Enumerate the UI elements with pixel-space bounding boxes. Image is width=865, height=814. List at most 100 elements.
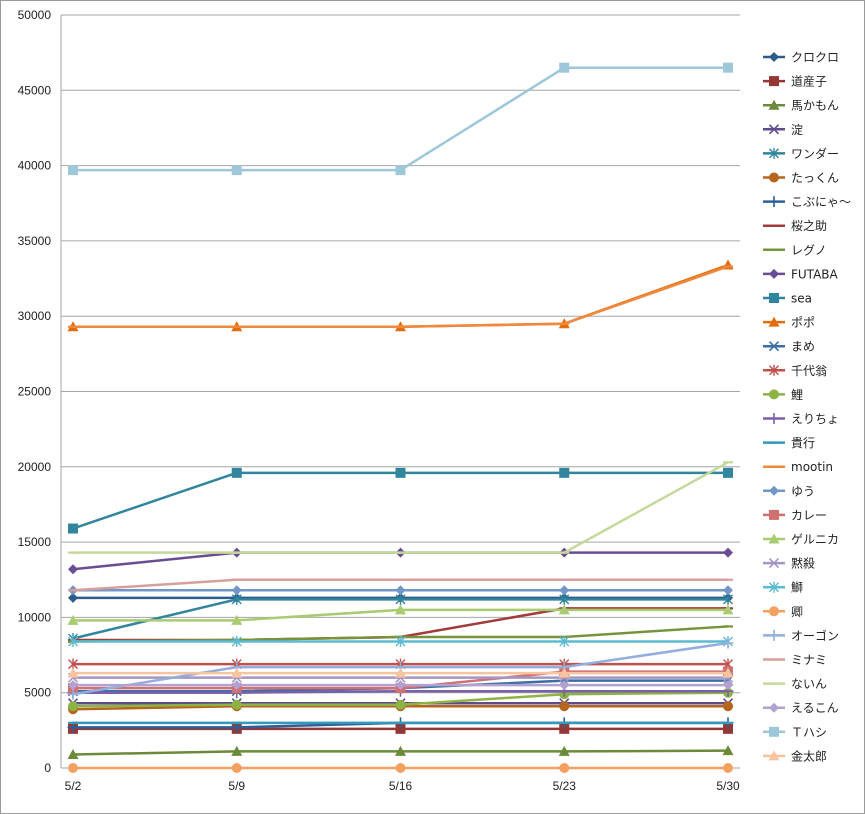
data-point <box>395 635 406 647</box>
legend-label: 鯉 <box>791 388 803 402</box>
data-point <box>723 585 733 596</box>
y-tick-label: 30000 <box>18 309 52 323</box>
data-point <box>558 604 570 615</box>
data-point <box>231 763 242 773</box>
data-point <box>722 604 734 615</box>
y-tick-label: 35000 <box>18 234 52 248</box>
y-tick-label: 0 <box>44 761 51 775</box>
legend-label: オーゴン <box>791 628 839 643</box>
legend-label: えるこん <box>791 701 839 715</box>
legend-label: レグノ <box>791 243 827 257</box>
series-30 <box>67 667 734 678</box>
legend-label: たっくん <box>791 171 839 185</box>
legend-marker <box>769 293 779 303</box>
legend-item: ゲルニカ <box>763 533 839 547</box>
legend-label: まめ <box>791 340 815 354</box>
legend-item: こぶにゃ〜 <box>763 195 851 209</box>
y-tick-label: 15000 <box>18 535 52 549</box>
data-point <box>395 699 406 710</box>
x-tick-label: 5/23 <box>553 779 577 793</box>
series-29 <box>68 62 733 176</box>
legend-item: まめ <box>763 340 815 354</box>
data-point <box>558 745 570 756</box>
data-point <box>723 701 733 712</box>
legend-label: 金太郎 <box>791 748 827 763</box>
legend-item: 金太郎 <box>763 748 827 763</box>
legend-label: ないん <box>791 677 827 691</box>
legend-label: えりちょ <box>791 412 839 426</box>
y-tick-label: 20000 <box>18 460 52 474</box>
data-point <box>559 723 570 734</box>
data-point <box>723 680 733 691</box>
data-point <box>559 467 570 478</box>
series-27 <box>68 461 733 554</box>
legend-item: ワンダー <box>763 146 839 161</box>
data-point <box>722 745 734 756</box>
legend-item: 卿 <box>763 605 803 619</box>
data-point <box>395 467 406 478</box>
series-line <box>73 265 729 328</box>
data-point <box>68 701 78 712</box>
legend-item: mootin <box>763 460 833 474</box>
legend-item: 桜之助 <box>763 219 827 233</box>
legend-item: ミナミ <box>763 653 827 667</box>
data-point <box>231 699 242 710</box>
legend-marker <box>769 364 779 376</box>
data-point <box>559 701 570 712</box>
legend-marker <box>768 341 780 352</box>
legend-marker <box>769 509 779 520</box>
legend-label: 卿 <box>791 605 803 619</box>
legend-marker <box>769 172 779 183</box>
series-3 <box>67 745 734 759</box>
legend-item: 道産子 <box>763 74 827 89</box>
legend-marker <box>769 76 779 87</box>
legend-marker <box>768 413 780 424</box>
legend-item: FUTABA <box>763 267 839 281</box>
data-point <box>67 748 79 759</box>
data-point <box>231 585 242 596</box>
legend-marker <box>768 99 780 110</box>
x-tick-label: 5/2 <box>65 779 82 793</box>
legend-marker <box>769 726 779 737</box>
data-point <box>559 62 570 73</box>
legend-marker <box>768 558 780 569</box>
y-tick-label: 25000 <box>18 385 52 399</box>
legend-label: ゆう <box>791 484 815 498</box>
data-point <box>395 585 406 596</box>
data-point <box>395 763 406 773</box>
data-point <box>231 635 242 647</box>
data-point <box>67 614 79 625</box>
legend-item: ないん <box>763 677 827 691</box>
data-point <box>231 593 242 605</box>
legend-item: 鯉 <box>763 388 803 402</box>
legend-marker <box>769 147 779 159</box>
data-point <box>559 635 570 647</box>
y-tick-label: 10000 <box>18 610 52 624</box>
y-tick-label: 5000 <box>24 686 51 700</box>
series-21 <box>67 604 734 625</box>
data-point <box>559 593 570 605</box>
legend-marker <box>768 750 780 761</box>
data-point <box>395 723 406 734</box>
legend-marker <box>769 581 779 593</box>
data-point <box>723 763 733 773</box>
data-point <box>231 667 243 678</box>
legend-item: sea <box>763 292 812 306</box>
data-point <box>559 585 570 596</box>
data-point <box>722 637 734 649</box>
data-point <box>231 745 243 756</box>
data-point <box>231 165 242 176</box>
series-26 <box>68 578 733 592</box>
legend-item: 貴行 <box>763 436 815 450</box>
data-point <box>68 564 78 575</box>
legend-marker <box>769 606 779 617</box>
legend-marker <box>769 268 779 279</box>
legend-item: レグノ <box>763 243 827 257</box>
legend-label: ゲルニカ <box>791 533 839 547</box>
data-point <box>231 467 242 478</box>
legend-item: えるこん <box>763 701 839 715</box>
legend-item: 黙殺 <box>763 557 815 571</box>
legend-label: 馬かもん <box>791 99 839 113</box>
